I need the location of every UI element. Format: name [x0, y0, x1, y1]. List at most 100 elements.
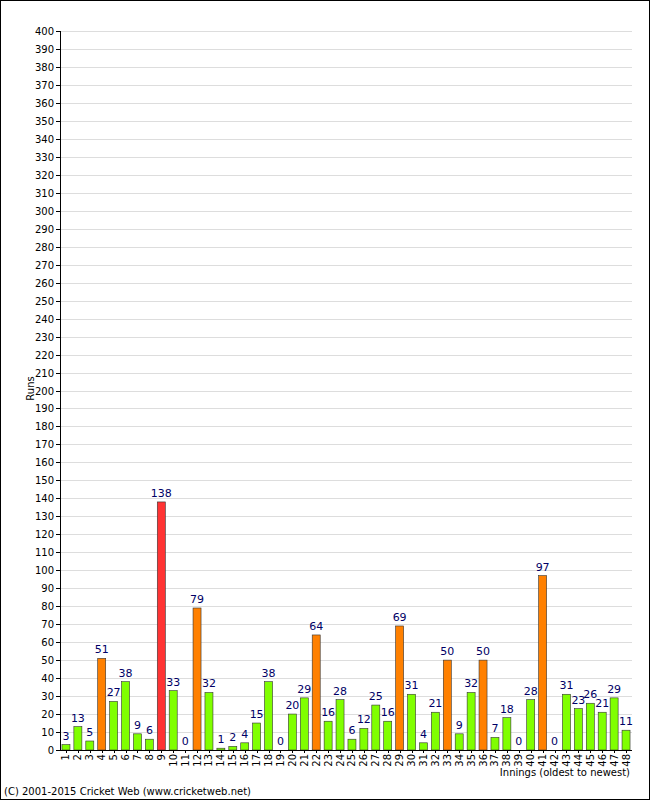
grid-line [60, 355, 632, 356]
data-label: 29 [297, 683, 311, 696]
data-label: 0 [277, 735, 284, 748]
bar [157, 502, 165, 750]
data-label: 69 [393, 611, 407, 624]
x-tick [328, 750, 329, 753]
x-tick-label: 4 [96, 754, 107, 760]
grid-line [60, 121, 632, 122]
x-tick-label: 39 [513, 754, 524, 767]
data-label: 50 [476, 645, 490, 658]
bar [396, 626, 404, 750]
grid-line [60, 516, 632, 517]
data-label: 16 [321, 706, 335, 719]
y-tick-label: 400 [35, 26, 54, 37]
grid-line [60, 229, 632, 230]
x-tick [340, 750, 341, 753]
y-tick [56, 498, 60, 499]
x-tick [423, 750, 424, 753]
grid-line [60, 103, 632, 104]
y-tick [56, 552, 60, 553]
grid-line [60, 67, 632, 68]
x-tick-label: 44 [573, 754, 584, 767]
x-tick [126, 750, 127, 753]
x-tick [90, 750, 91, 753]
x-tick-label: 28 [382, 754, 393, 767]
bar [98, 658, 106, 750]
data-label: 2 [229, 731, 236, 744]
y-tick-label: 120 [35, 529, 54, 540]
grid-line [60, 283, 632, 284]
x-tick-label: 45 [585, 754, 596, 767]
bar [110, 701, 118, 750]
bar [408, 694, 416, 750]
y-tick [56, 714, 60, 715]
bar [324, 721, 332, 750]
grid-line [60, 750, 632, 751]
bar [574, 709, 582, 750]
x-tick [245, 750, 246, 753]
bar [372, 705, 380, 750]
y-tick [56, 678, 60, 679]
grid-line [60, 211, 632, 212]
data-label: 16 [381, 706, 395, 719]
x-axis-line [60, 750, 632, 751]
x-tick-label: 35 [466, 754, 477, 767]
x-tick [435, 750, 436, 753]
y-tick [56, 175, 60, 176]
x-tick [233, 750, 234, 753]
y-tick [56, 319, 60, 320]
data-label: 0 [515, 735, 522, 748]
y-tick-label: 280 [35, 242, 54, 253]
data-label: 31 [405, 679, 419, 692]
x-tick-label: 17 [251, 754, 262, 767]
x-tick-label: 3 [84, 754, 95, 760]
x-tick-label: 2 [72, 754, 83, 760]
chart: 0102030405060708090100110120130140150160… [0, 0, 650, 800]
y-tick-label: 230 [35, 332, 54, 343]
x-tick-label: 22 [311, 754, 322, 767]
x-tick-label: 26 [358, 754, 369, 767]
x-tick [626, 750, 627, 753]
y-tick [56, 31, 60, 32]
grid-line [60, 337, 632, 338]
y-tick-label: 350 [35, 116, 54, 127]
y-tick [56, 570, 60, 571]
bar [527, 700, 535, 750]
y-tick-label: 70 [41, 619, 54, 630]
x-tick [197, 750, 198, 753]
data-label: 9 [134, 719, 141, 732]
x-tick [316, 750, 317, 753]
x-tick-label: 24 [335, 754, 346, 767]
data-label: 79 [190, 593, 204, 606]
x-tick-label: 6 [120, 754, 131, 760]
bar [419, 743, 427, 750]
bar [586, 703, 594, 750]
y-axis: 0102030405060708090100110120130140150160… [35, 26, 60, 756]
x-tick [459, 750, 460, 753]
y-tick-label: 270 [35, 260, 54, 271]
y-tick [56, 49, 60, 50]
grid-line [60, 157, 632, 158]
data-label: 25 [369, 690, 383, 703]
x-tick [447, 750, 448, 753]
x-tick [590, 750, 591, 753]
bar [479, 660, 487, 750]
bar [253, 723, 261, 750]
x-tick [304, 750, 305, 753]
y-tick-label: 10 [41, 727, 54, 738]
x-tick [352, 750, 353, 753]
y-tick-label: 100 [35, 565, 54, 576]
x-tick-label: 37 [489, 754, 500, 767]
grid-line [60, 426, 632, 427]
data-labels: 3135512738961383307932124153802029641628… [62, 487, 633, 748]
bar [515, 750, 523, 751]
x-tick-label: 27 [370, 754, 381, 767]
grid-line [60, 444, 632, 445]
x-tick-label: 18 [263, 754, 274, 767]
x-tick [543, 750, 544, 753]
y-tick [56, 157, 60, 158]
x-tick-label: 40 [525, 754, 536, 767]
x-tick [78, 750, 79, 753]
y-tick [56, 211, 60, 212]
bar [360, 728, 368, 750]
grid-line [60, 373, 632, 374]
